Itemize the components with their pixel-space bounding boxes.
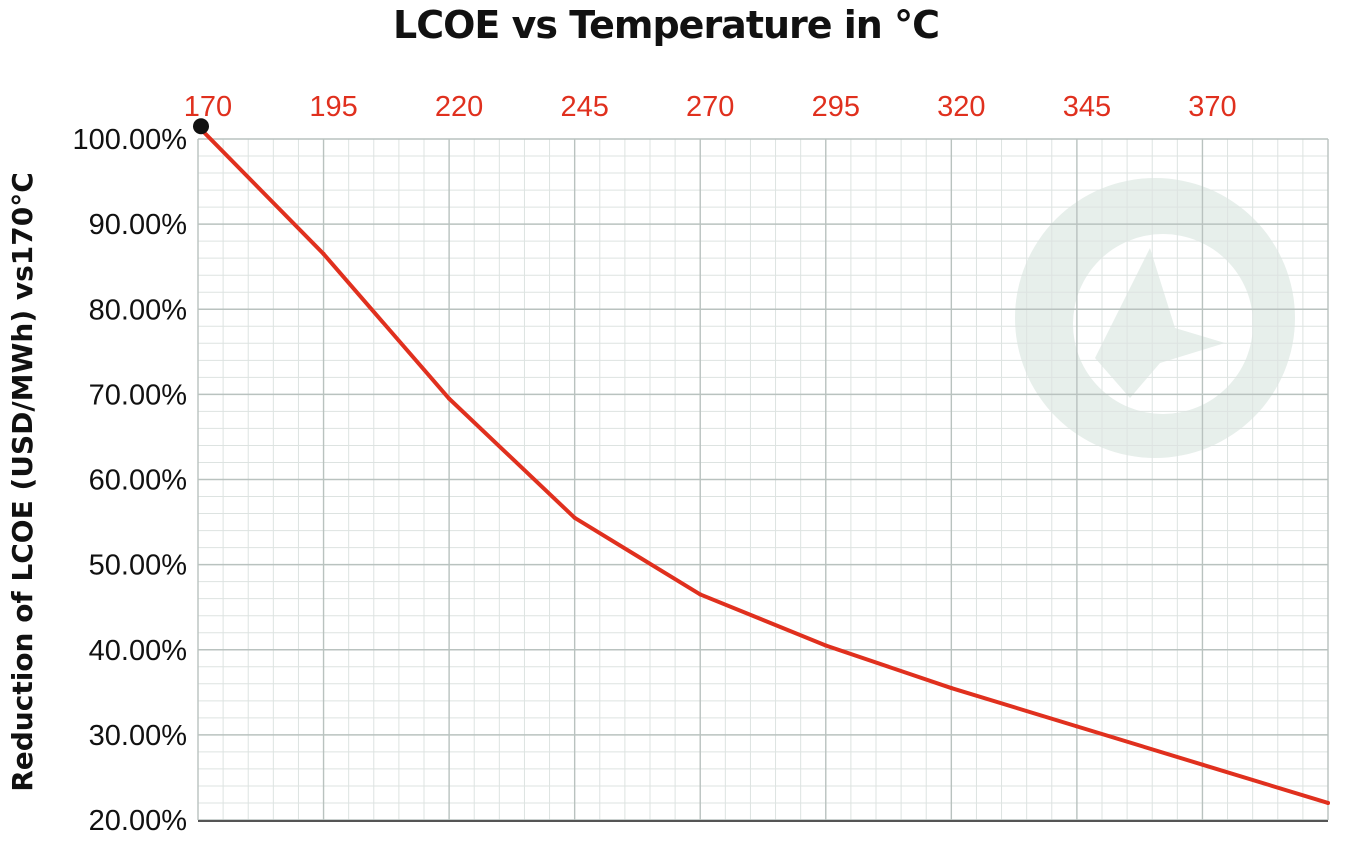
y-tick-label: 30.00% — [89, 720, 187, 752]
data-point — [1074, 724, 1079, 729]
y-tick-label: 100.00% — [73, 124, 188, 156]
data-point — [572, 515, 577, 520]
x-tick-label: 270 — [686, 91, 734, 123]
grid — [197, 138, 1329, 822]
series-layer — [193, 118, 1330, 805]
series-line — [196, 124, 1330, 805]
data-point — [321, 251, 326, 256]
y-axis-ticks: 100.00% 90.00% 80.00% 70.00% 60.00% 50.00% 40.… — [73, 124, 188, 837]
x-tick-label: 170 — [184, 91, 232, 123]
x-axis-ticks: 170 195 220 245 270 295 320 345 370 — [184, 91, 1237, 123]
x-tick-label: 320 — [937, 91, 985, 123]
y-tick-label: 60.00% — [89, 465, 187, 497]
y-tick-label: 80.00% — [89, 294, 187, 326]
x-tick-label: 220 — [435, 91, 483, 123]
data-point — [1200, 762, 1205, 767]
start-marker — [193, 118, 209, 135]
x-tick-label: 295 — [812, 91, 860, 123]
x-tick-label: 345 — [1063, 91, 1111, 123]
data-point — [698, 592, 703, 597]
x-tick-label: 195 — [309, 91, 357, 123]
y-tick-label: 90.00% — [89, 209, 187, 241]
data-point — [949, 686, 954, 691]
logo-watermark-icon — [1015, 178, 1295, 458]
y-tick-label: 50.00% — [89, 550, 187, 582]
y-tick-label: 40.00% — [89, 635, 187, 667]
x-tick-label: 370 — [1188, 91, 1236, 123]
data-point — [1326, 800, 1330, 805]
y-tick-label: 20.00% — [89, 805, 187, 837]
data-point — [447, 396, 452, 401]
chart-title: LCOE vs Temperature in °C — [393, 3, 939, 47]
data-point — [823, 643, 828, 648]
y-axis-label: Reduction of LCOE (USD/MWh) vs170°C — [6, 172, 39, 792]
x-tick-label: 245 — [560, 91, 608, 123]
y-tick-label: 70.00% — [89, 379, 187, 411]
